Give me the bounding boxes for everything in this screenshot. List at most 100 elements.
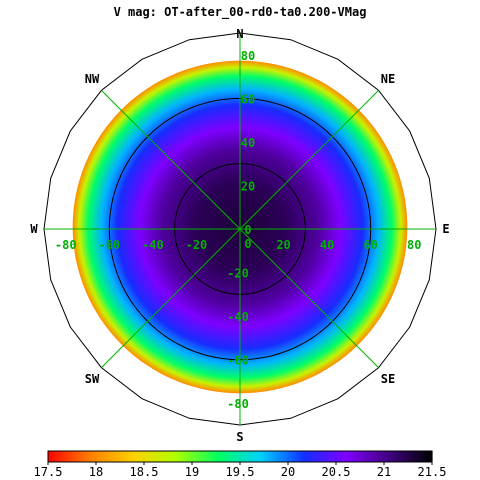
- colorbar-cell: [252, 451, 255, 462]
- colorbar-cell: [368, 451, 371, 462]
- colorbar-cell: [56, 451, 59, 462]
- colorbar-cell: [288, 451, 291, 462]
- colorbar-cell: [306, 451, 309, 462]
- y-tick-label-up: 40: [241, 136, 255, 150]
- colorbar-cell: [202, 451, 205, 462]
- colorbar-cell: [180, 451, 183, 462]
- colorbar-cell: [282, 451, 285, 462]
- colorbar-cell: [184, 451, 187, 462]
- colorbar-cell: [94, 451, 97, 462]
- colorbar-cell: [156, 451, 159, 462]
- colorbar-cell: [194, 451, 197, 462]
- colorbar-cell: [266, 451, 269, 462]
- colorbar-cell: [360, 451, 363, 462]
- colorbar-cell: [350, 451, 353, 462]
- colorbar-cell: [430, 451, 433, 462]
- colorbar-cell: [318, 451, 321, 462]
- colorbar-cell: [64, 451, 67, 462]
- colorbar-cell: [304, 451, 307, 462]
- colorbar-cell: [148, 451, 151, 462]
- colorbar-cell: [394, 451, 397, 462]
- direction-label-s: S: [236, 430, 243, 444]
- colorbar-cell: [104, 451, 107, 462]
- colorbar-cell: [260, 451, 263, 462]
- direction-label-ne: NE: [381, 72, 395, 86]
- chart-title: V mag: OT-after_00-rd0-ta0.200-VMag: [114, 5, 367, 20]
- colorbar-cell: [72, 451, 75, 462]
- colorbar-cell: [362, 451, 365, 462]
- colorbar-cell: [176, 451, 179, 462]
- colorbar-cell: [412, 451, 415, 462]
- colorbar-cell: [230, 451, 233, 462]
- colorbar-cell: [286, 451, 289, 462]
- colorbar-cell: [128, 451, 131, 462]
- direction-label-sw: SW: [85, 372, 100, 386]
- y-tick-label-down: -40: [227, 310, 249, 324]
- colorbar-cell: [76, 451, 79, 462]
- colorbar-cell: [112, 451, 115, 462]
- colorbar-cell: [366, 451, 369, 462]
- colorbar-cell: [334, 451, 337, 462]
- colorbar-cell: [102, 451, 105, 462]
- colorbar-cell: [378, 451, 381, 462]
- x-tick-label: -60: [98, 238, 120, 252]
- y-tick-label-up: 60: [241, 92, 255, 106]
- colorbar-cell: [152, 451, 155, 462]
- colorbar-cell: [380, 451, 383, 462]
- tick-labels: -80 -60 -40 -20 20 40 60 80 0 80 60 40 20 0 -20 -40 -60 -…: [55, 49, 422, 411]
- colorbar-cell: [364, 451, 367, 462]
- colorbar-cell: [228, 451, 231, 462]
- colorbar-cell: [404, 451, 407, 462]
- colorbar-cell: [120, 451, 123, 462]
- colorbar-cell: [160, 451, 163, 462]
- colorbar-cell: [354, 451, 357, 462]
- colorbar-cell: [410, 451, 413, 462]
- colorbar-cell: [204, 451, 207, 462]
- colorbar-cell: [220, 451, 223, 462]
- colorbar-cell: [224, 451, 227, 462]
- colorbar-cell: [188, 451, 191, 462]
- colorbar-cell: [352, 451, 355, 462]
- colorbar-cell: [154, 451, 157, 462]
- colorbar-cell: [236, 451, 239, 462]
- colorbar-cell: [324, 451, 327, 462]
- colorbar-cell: [132, 451, 135, 462]
- x-tick-label: -40: [142, 238, 164, 252]
- x-tick-label: 20: [276, 238, 290, 252]
- colorbar-cell: [210, 451, 213, 462]
- colorbar-cell: [192, 451, 195, 462]
- colorbar-cell: [390, 451, 393, 462]
- colorbar-cell: [382, 451, 385, 462]
- x-tick-label: -20: [186, 238, 208, 252]
- colorbar-cell: [250, 451, 253, 462]
- x-tick-label: 40: [320, 238, 334, 252]
- y-tick-label-up: 80: [241, 49, 255, 63]
- colorbar-cell: [398, 451, 401, 462]
- colorbar-cell: [244, 451, 247, 462]
- y-tick-label-down: -20: [227, 267, 249, 281]
- colorbar-cell: [316, 451, 319, 462]
- direction-label-n: N: [236, 27, 243, 41]
- colorbar-cell: [302, 451, 305, 462]
- colorbar-cell: [170, 451, 173, 462]
- colorbar-cell: [262, 451, 265, 462]
- colorbar-cell: [172, 451, 175, 462]
- colorbar-cell: [340, 451, 343, 462]
- colorbar-cell: [346, 451, 349, 462]
- colorbar-cell: [426, 451, 429, 462]
- colorbar-cell: [108, 451, 111, 462]
- colorbar-cell: [48, 451, 51, 462]
- colorbar-cell: [126, 451, 129, 462]
- colorbar-cell: [138, 451, 141, 462]
- colorbar-cell: [174, 451, 177, 462]
- colorbar-cell: [370, 451, 373, 462]
- colorbar-cell: [234, 451, 237, 462]
- colorbar-cell: [206, 451, 209, 462]
- y-tick-label-up: 0: [244, 223, 251, 237]
- colorbar-cell: [338, 451, 341, 462]
- colorbar-cell: [386, 451, 389, 462]
- colorbar-tick-label: 19: [185, 465, 199, 479]
- colorbar-cell: [164, 451, 167, 462]
- colorbar-cell: [106, 451, 109, 462]
- colorbar-cell: [134, 451, 137, 462]
